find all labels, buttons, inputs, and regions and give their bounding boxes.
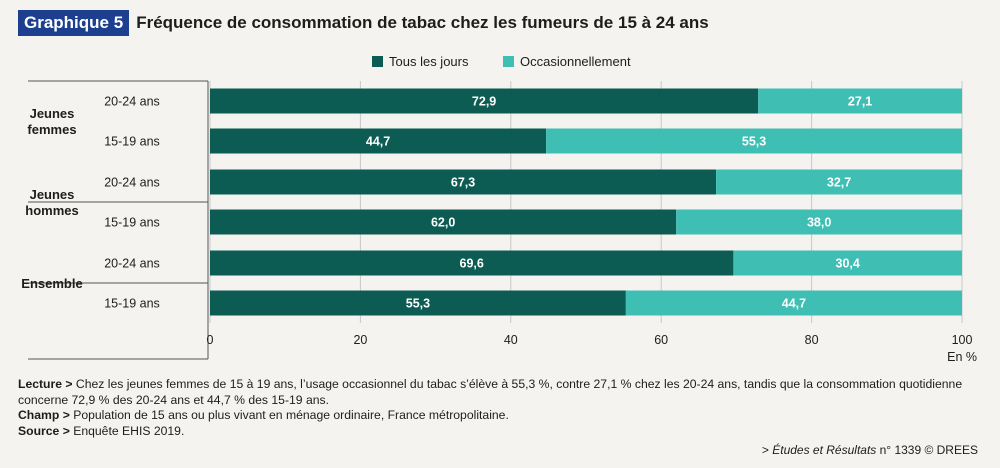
row-label-6: 15-19 ans [104, 297, 160, 311]
x-tick-label-0: 0 [207, 333, 214, 347]
bar-value-label-3-1: 67,3 [451, 176, 475, 190]
group-label-1: Jeunes femmes [27, 106, 76, 137]
bar-5-tous-les-jours [210, 250, 734, 276]
legend-swatch-2 [503, 56, 514, 67]
source-note: Source > Enquête EHIS 2019. [18, 423, 185, 438]
bar-value-label-1-2: 27,1 [848, 95, 872, 109]
chart-notes: Lecture > Chez les jeunes femmes de 15 à… [18, 377, 978, 439]
bar-2-occasionnellement [546, 128, 962, 154]
bar-1-tous-les-jours [210, 88, 759, 114]
bar-4-tous-les-jours [210, 209, 677, 235]
x-tick-label-1: 20 [353, 333, 367, 347]
row-label-5: 20-24 ans [104, 257, 160, 271]
bar-5-occasionnellement [733, 250, 962, 276]
bar-value-label-2-2: 55,3 [742, 135, 766, 149]
bar-6-occasionnellement [625, 290, 962, 316]
legend-label-1: Tous les jours [389, 54, 469, 69]
bar-6-tous-les-jours [210, 290, 626, 316]
group-label-2: Jeunes hommes [25, 187, 78, 218]
bar-value-label-2-1: 44,7 [366, 135, 390, 149]
x-tick-label-5: 100 [952, 333, 973, 347]
x-tick-label-4: 80 [805, 333, 819, 347]
bar-1-occasionnellement [758, 88, 962, 114]
bar-2-tous-les-jours [210, 128, 547, 154]
legend-swatch-1 [372, 56, 383, 67]
row-label-4: 15-19 ans [104, 216, 160, 230]
x-tick-label-3: 60 [654, 333, 668, 347]
bar-value-label-3-2: 32,7 [827, 176, 851, 190]
figure-badge: Graphique 5 [18, 10, 130, 36]
bar-value-label-6-1: 55,3 [406, 297, 430, 311]
publication-credit: > Études et Résultats n° 1339 © DREES [761, 443, 978, 457]
bar-4-occasionnellement [676, 209, 962, 235]
x-axis-unit-label: En % [947, 350, 977, 364]
group-label-3: Ensemble [21, 276, 82, 291]
row-label-2: 15-19 ans [104, 135, 160, 149]
champ-note: Champ > Population de 15 ans ou plus viv… [18, 408, 509, 422]
bar-value-label-4-1: 62,0 [431, 216, 455, 230]
stacked-bar-chart: Tous les jours Occasionnellement Jeunes fem… [21, 54, 977, 364]
bar-3-occasionnellement [716, 169, 962, 195]
chart-header: Graphique 5 Fréquence de consommation de… [18, 10, 709, 36]
bar-value-label-5-1: 69,6 [460, 257, 484, 271]
bar-value-label-1-1: 72,9 [472, 95, 496, 109]
legend-label-2: Occasionnellement [520, 54, 631, 69]
row-label-1: 20-24 ans [104, 95, 160, 109]
x-tick-label-2: 40 [504, 333, 518, 347]
lecture-note: Lecture > Chez les jeunes femmes de 15 à… [18, 377, 963, 407]
row-label-3: 20-24 ans [104, 176, 160, 190]
bar-3-tous-les-jours [210, 169, 717, 195]
bar-value-label-4-2: 38,0 [807, 216, 831, 230]
bar-value-label-6-2: 44,7 [782, 297, 806, 311]
chart-title: Fréquence de consommation de tabac chez … [136, 13, 709, 32]
bar-value-label-5-2: 30,4 [836, 257, 860, 271]
